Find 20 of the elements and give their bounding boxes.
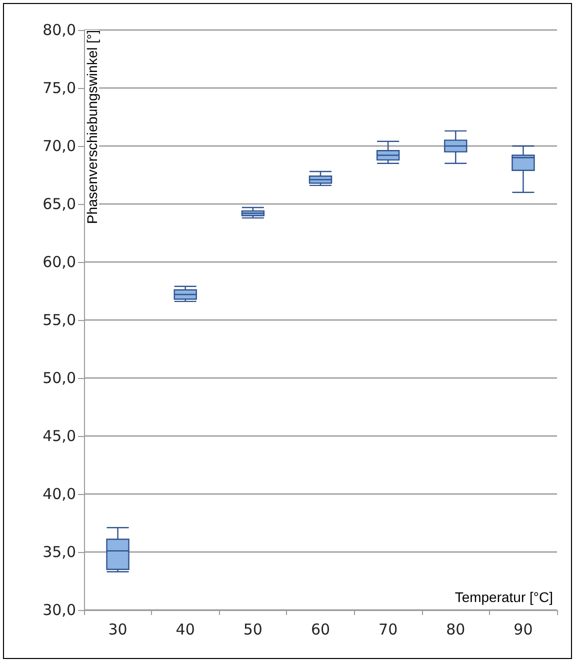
y-tick-label: 75,0 [42,79,76,97]
y-tick-label: 30,0 [42,601,76,619]
x-tick-label: 40 [176,620,195,638]
y-tick-label: 50,0 [42,369,76,387]
x-tick-label: 70 [378,620,398,638]
y-tick-label: 60,0 [42,253,76,271]
y-tick-label: 40,0 [42,485,76,503]
y-tick-label: 35,0 [42,543,76,561]
x-tick-label: 60 [310,620,330,638]
x-tick-label: 90 [514,620,533,638]
x-tick-label: 50 [243,620,262,638]
x-tick-label: 80 [446,620,466,638]
x-tick-label: 30 [108,620,128,638]
y-tick-label: 45,0 [42,427,76,445]
x-axis-title: Temperatur [°C] [454,589,553,605]
y-tick-label: 70,0 [42,137,76,155]
y-tick-label: 65,0 [42,195,76,213]
y-tick-label: 55,0 [42,311,76,329]
y-tick-label: 80,0 [42,21,76,39]
y-axis-title: Phasenverschiebungswinkel [°] [84,30,100,224]
